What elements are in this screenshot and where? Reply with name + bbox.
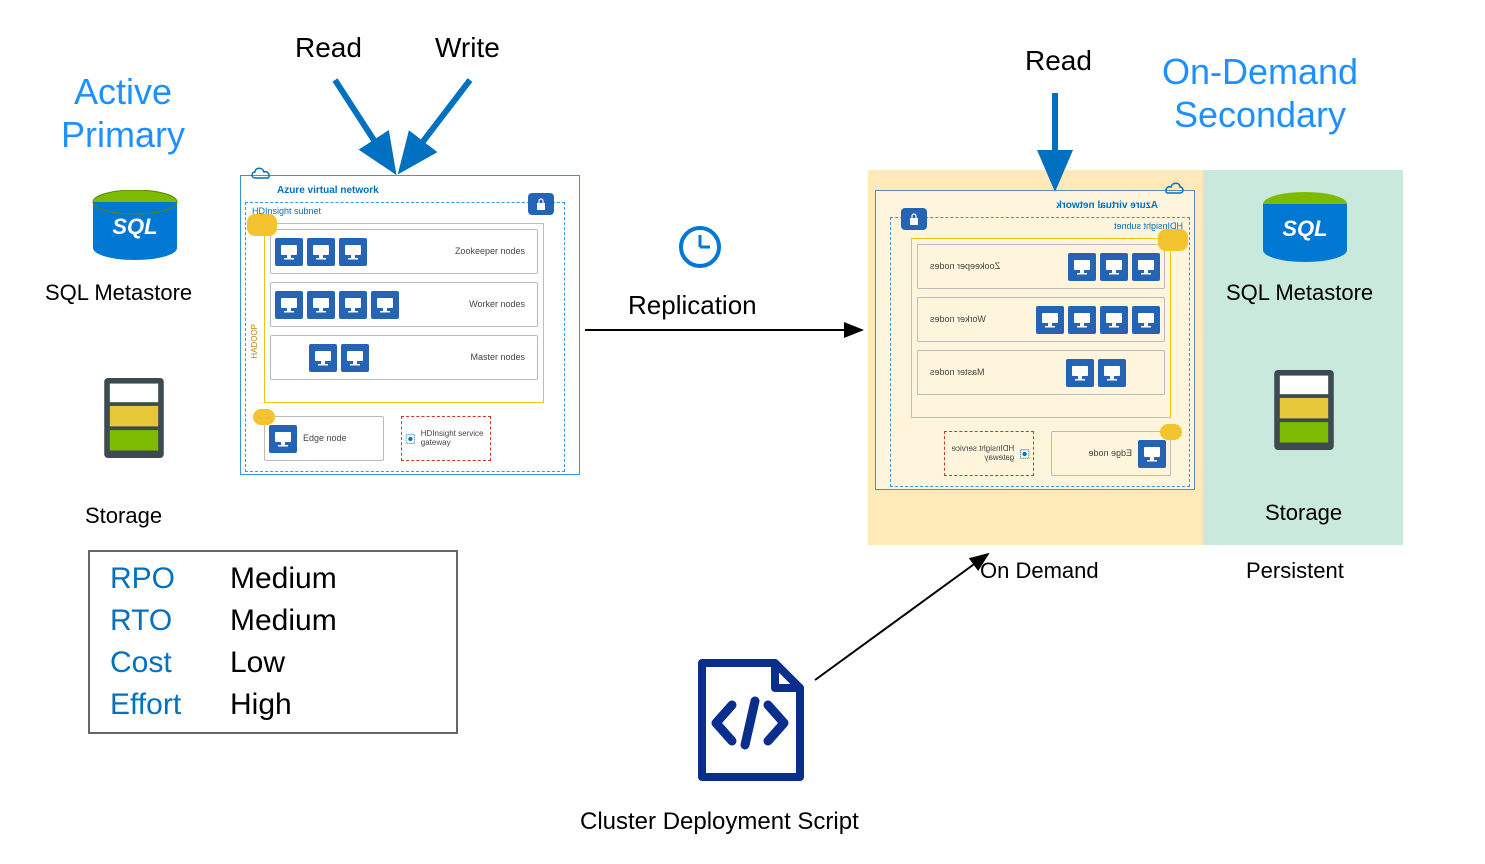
clock-icon [678, 225, 722, 274]
edge-row: Edge node [264, 416, 384, 461]
vm-icon [307, 291, 335, 319]
vm-icon [1036, 306, 1064, 334]
script-label: Cluster Deployment Script [580, 808, 859, 836]
zookeeper-row: Zookeeper nodes [917, 244, 1165, 289]
gateway-label: HDInsight service gateway [421, 430, 488, 448]
svg-text:SQL: SQL [112, 214, 157, 239]
vnet-label: Azure virtual network [1056, 200, 1158, 211]
hadoop-cluster: HADOOP Zookeeper nodes Worker nodes Mast… [264, 223, 544, 403]
worker-row: Worker nodes [917, 297, 1165, 342]
lock-icon [528, 193, 554, 215]
metric-key: RPO [110, 562, 230, 596]
vnet-primary: Azure virtual network HDInsight subnet H… [240, 175, 580, 475]
subnet-primary: HDInsight subnet HADOOP Zookeeper nodes … [245, 202, 565, 472]
vm-icon [339, 238, 367, 266]
replication-label: Replication [628, 290, 757, 321]
hadoop-cluster: Zookeeper nodes Worker nodes Master node… [911, 238, 1171, 418]
lock-icon [901, 208, 927, 230]
vm-icon [269, 425, 297, 453]
storage-icon-primary [98, 378, 170, 463]
vm-icon [339, 291, 367, 319]
vm-icon [371, 291, 399, 319]
metric-value: Medium [230, 604, 430, 638]
vm-icon [1068, 253, 1096, 281]
worker-row: Worker nodes [270, 282, 538, 327]
persistent-label: Persistent [1246, 558, 1344, 584]
edge-row: Edge node [1051, 431, 1171, 476]
metric-key: Cost [110, 646, 230, 680]
hadoop-text: HADOOP [250, 324, 259, 359]
hadoop-badge-icon [253, 409, 275, 425]
sql-icon-primary: SQL [90, 190, 180, 265]
master-row: Master nodes [270, 335, 538, 380]
vm-icon [1100, 306, 1128, 334]
metric-value: High [230, 688, 430, 722]
gateway-box: HDInsight service gateway [401, 416, 491, 461]
zookeeper-label: Zookeeper nodes [922, 262, 1000, 272]
metric-value: Low [230, 646, 430, 680]
hadoop-badge-icon [247, 214, 277, 236]
storage-icon-secondary [1268, 370, 1340, 455]
vm-icon [1100, 253, 1128, 281]
sql-icon-secondary: SQL [1260, 192, 1350, 267]
script-icon [690, 655, 810, 790]
cloud-icon [249, 164, 275, 187]
vnet-label: Azure virtual network [277, 185, 379, 196]
zookeeper-row: Zookeeper nodes [270, 229, 538, 274]
vm-icon [275, 291, 303, 319]
vm-icon [1132, 306, 1160, 334]
vm-icon [1132, 253, 1160, 281]
metric-value: Medium [230, 562, 430, 596]
svg-text:SQL: SQL [1282, 216, 1327, 241]
vm-icon [307, 238, 335, 266]
cloud-icon [1160, 179, 1186, 202]
hadoop-badge-icon [1158, 229, 1188, 251]
gateway-label: HDInsight service gateway [947, 445, 1014, 463]
edge-label: Edge node [303, 434, 347, 444]
sql-label-secondary: SQL Metastore [1226, 280, 1373, 306]
storage-label-secondary: Storage [1265, 500, 1342, 526]
storage-label-primary: Storage [85, 503, 162, 529]
metrics-table: RPO Medium RTO Medium Cost Low Effort Hi… [88, 550, 458, 734]
worker-label: Worker nodes [469, 300, 533, 310]
worker-label: Worker nodes [922, 315, 986, 325]
vm-icon [1066, 359, 1094, 387]
vm-icon [1098, 359, 1126, 387]
gateway-box: HDInsight service gateway [944, 431, 1034, 476]
master-label: Master nodes [922, 368, 985, 378]
vm-icon [1138, 440, 1166, 468]
vnet-secondary: Azure virtual network HDInsight subnet Z… [875, 190, 1195, 490]
master-label: Master nodes [470, 353, 533, 363]
metric-key: Effort [110, 688, 230, 722]
vm-icon [309, 344, 337, 372]
vm-icon [1068, 306, 1096, 334]
edge-label: Edge node [1088, 449, 1132, 459]
master-row: Master nodes [917, 350, 1165, 395]
metric-key: RTO [110, 604, 230, 638]
subnet-secondary: HDInsight subnet Zookeeper nodes Work [890, 217, 1190, 487]
zookeeper-label: Zookeeper nodes [455, 247, 533, 257]
vm-icon [341, 344, 369, 372]
vm-icon [275, 238, 303, 266]
sql-label-primary: SQL Metastore [45, 280, 192, 306]
hadoop-badge-icon [1160, 424, 1182, 440]
vnet-secondary-wrap: Azure virtual network HDInsight subnet Z… [875, 190, 1195, 490]
ondemand-label: On Demand [980, 558, 1099, 584]
